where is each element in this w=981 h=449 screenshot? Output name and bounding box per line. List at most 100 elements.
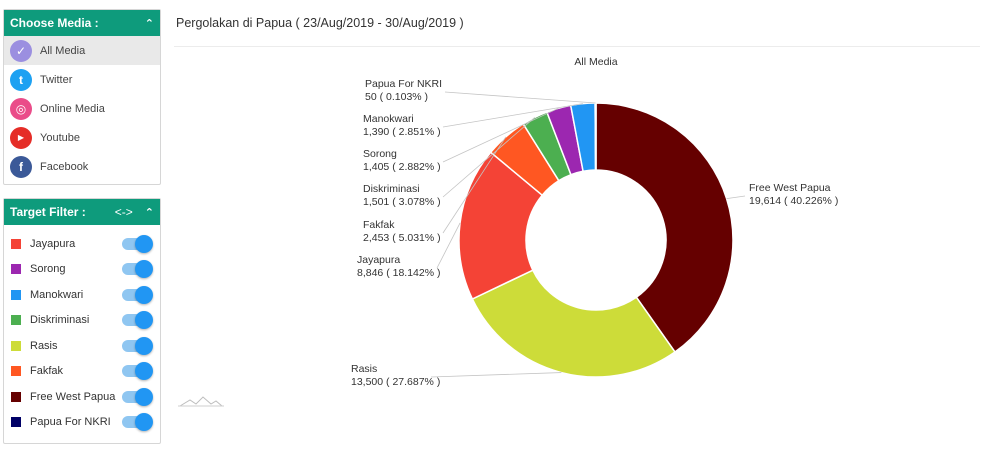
slice-rasis[interactable] — [471, 269, 676, 378]
media-item-label: Twitter — [40, 73, 73, 86]
slice-label-name: Fakfak — [363, 219, 395, 231]
youtube-icon: ▶ — [10, 126, 32, 149]
toggle-knob — [135, 285, 153, 304]
chart-watermark-icon — [179, 396, 223, 407]
media-item-youtube[interactable]: ▶ Youtube — [4, 123, 160, 152]
filter-color-swatch — [11, 340, 21, 351]
filter-item-label: Rasis — [30, 339, 58, 352]
filter-item-label: Diskriminasi — [30, 314, 90, 327]
media-item-label: All Media — [40, 44, 86, 57]
toggle-knob — [135, 413, 153, 432]
filter-color-swatch — [11, 315, 21, 326]
chevron-up-icon[interactable]: ⌃ — [144, 206, 154, 219]
leader-line — [444, 91, 596, 104]
slice-jayapura[interactable] — [458, 151, 544, 301]
slice-free-west-papua[interactable] — [595, 102, 734, 354]
leader-line — [442, 136, 507, 234]
slice-label-value: 13,500 ( 27.687% ) — [351, 376, 440, 388]
target-filter-panel: Target Filter : <-> ⌃ Jayapura Sorong Mano… — [3, 198, 161, 444]
filter-color-swatch — [11, 417, 21, 428]
facebook-icon: f — [10, 155, 32, 178]
filter-item-free-west-papua: Free West Papua — [4, 384, 160, 410]
filter-item-rasis: Rasis — [4, 333, 160, 359]
slice-label-value: 1,405 ( 2.882% ) — [363, 161, 441, 173]
filter-list: Jayapura Sorong Manokwari Diskriminasi Rasis… — [4, 225, 160, 435]
toggle-knob — [135, 387, 153, 406]
chart-title: All Media — [574, 56, 617, 68]
filter-item-fakfak: Fakfak — [4, 359, 160, 385]
leader-line — [436, 222, 461, 269]
media-item-online-media[interactable]: ◎ Online Media — [4, 94, 160, 123]
toggle-knob — [135, 234, 153, 253]
filter-color-swatch — [11, 289, 21, 300]
leader-line — [442, 117, 536, 198]
filter-item-label: Jayapura — [30, 237, 76, 250]
filter-item-sorong: Sorong — [4, 257, 160, 283]
filter-item-label: Fakfak — [30, 365, 64, 378]
slice-label-name: Sorong — [363, 148, 397, 160]
filter-color-swatch — [11, 238, 21, 249]
leader-line — [442, 107, 559, 163]
toggle-knob — [135, 362, 153, 381]
filter-item-label: Sorong — [30, 263, 66, 276]
media-item-facebook[interactable]: f Facebook — [4, 152, 160, 181]
filter-toggle[interactable] — [122, 413, 153, 432]
slice-label-name: Rasis — [351, 363, 377, 375]
page-title: Pergolakan di Papua ( 23/Aug/2019 - 30/A… — [176, 16, 464, 30]
slice-label-name: Papua For NKRI — [365, 78, 442, 90]
choose-media-header[interactable]: Choose Media : ⌃ — [4, 10, 160, 36]
filter-toggle[interactable] — [122, 285, 153, 304]
filter-item-diskriminasi: Diskriminasi — [4, 308, 160, 334]
check-icon: ✓ — [10, 39, 32, 62]
filter-item-label: Manokwari — [30, 288, 84, 301]
slice-label-name: Jayapura — [357, 254, 400, 266]
toggle-knob — [135, 260, 153, 279]
leader-line — [726, 195, 746, 199]
choose-media-panel: Choose Media : ⌃ ✓ All Media t Twitter ◎ Onli… — [3, 9, 161, 185]
toggle-knob — [135, 311, 153, 330]
leader-line — [442, 103, 583, 128]
filter-toggle[interactable] — [122, 234, 153, 253]
dribbble-icon: ◎ — [10, 97, 32, 120]
media-item-label: Facebook — [40, 160, 89, 173]
filter-toggle[interactable] — [122, 362, 153, 381]
slice-label-name: Diskriminasi — [363, 183, 420, 195]
filter-toggle[interactable] — [122, 260, 153, 279]
filter-toggle[interactable] — [122, 311, 153, 330]
filter-item-label: Papua For NKRI — [30, 416, 111, 429]
target-filter-header[interactable]: Target Filter : <-> ⌃ — [4, 199, 160, 225]
filter-toggle[interactable] — [122, 387, 153, 406]
media-item-label: Youtube — [40, 131, 80, 144]
slice-label-value: 1,501 ( 3.078% ) — [363, 196, 441, 208]
filter-color-swatch — [11, 391, 21, 402]
filter-color-swatch — [11, 366, 21, 377]
chart-slices — [458, 102, 734, 378]
slice-label-value: 1,390 ( 2.851% ) — [363, 126, 441, 138]
filter-item-papua-for-nkri: Papua For NKRI — [4, 410, 160, 436]
filter-item-jayapura: Jayapura — [4, 231, 160, 257]
swap-arrows-icon[interactable]: <-> — [114, 205, 133, 219]
media-item-twitter[interactable]: t Twitter — [4, 65, 160, 94]
target-filter-title: Target Filter : — [10, 205, 86, 219]
slice-papua-for-nkri[interactable] — [594, 102, 597, 171]
toggle-knob — [135, 336, 153, 355]
slice-label-name: Free West Papua — [749, 182, 831, 194]
leader-line — [430, 372, 562, 378]
twitter-icon: t — [10, 68, 32, 91]
slice-label-value: 19,614 ( 40.226% ) — [749, 195, 838, 207]
chart-leader-lines — [430, 91, 746, 378]
title-divider — [174, 46, 980, 47]
slice-label-value: 8,846 ( 18.142% ) — [357, 267, 440, 279]
slice-label-value: 50 ( 0.103% ) — [365, 91, 428, 103]
filter-color-swatch — [11, 264, 21, 275]
slice-label-value: 2,453 ( 5.031% ) — [363, 232, 441, 244]
filter-item-label: Free West Papua — [30, 390, 116, 403]
filter-toggle[interactable] — [122, 336, 153, 355]
chevron-up-icon[interactable]: ⌃ — [144, 17, 154, 30]
filter-item-manokwari: Manokwari — [4, 282, 160, 308]
media-item-all-media[interactable]: ✓ All Media — [4, 36, 160, 65]
choose-media-title: Choose Media : — [10, 16, 99, 30]
slice-label-name: Manokwari — [363, 113, 414, 125]
